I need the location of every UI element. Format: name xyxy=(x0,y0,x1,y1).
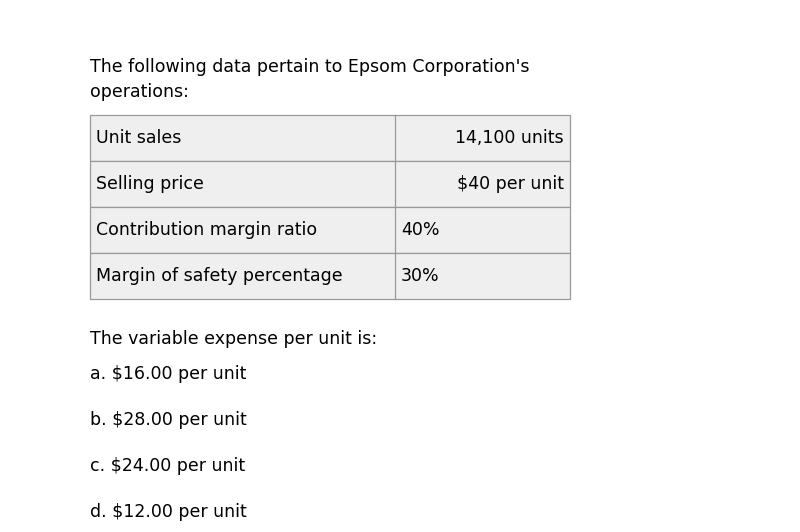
Bar xyxy=(90,207,570,253)
Text: b. $28.00 per unit: b. $28.00 per unit xyxy=(90,411,246,429)
Text: a. $16.00 per unit: a. $16.00 per unit xyxy=(90,365,246,383)
Text: Selling price: Selling price xyxy=(96,175,204,193)
Text: c. $24.00 per unit: c. $24.00 per unit xyxy=(90,457,245,475)
Text: Margin of safety percentage: Margin of safety percentage xyxy=(96,267,342,285)
Text: The following data pertain to Epsom Corporation's: The following data pertain to Epsom Corp… xyxy=(90,58,530,76)
Text: Contribution margin ratio: Contribution margin ratio xyxy=(96,221,317,239)
Text: The variable expense per unit is:: The variable expense per unit is: xyxy=(90,330,377,348)
Text: Unit sales: Unit sales xyxy=(96,129,182,147)
Text: 14,100 units: 14,100 units xyxy=(455,129,564,147)
Text: 30%: 30% xyxy=(401,267,440,285)
Bar xyxy=(90,253,570,299)
Bar xyxy=(90,161,570,207)
Bar xyxy=(90,115,570,161)
Text: d. $12.00 per unit: d. $12.00 per unit xyxy=(90,503,246,521)
Text: $40 per unit: $40 per unit xyxy=(457,175,564,193)
Text: 40%: 40% xyxy=(401,221,439,239)
Text: operations:: operations: xyxy=(90,83,189,101)
